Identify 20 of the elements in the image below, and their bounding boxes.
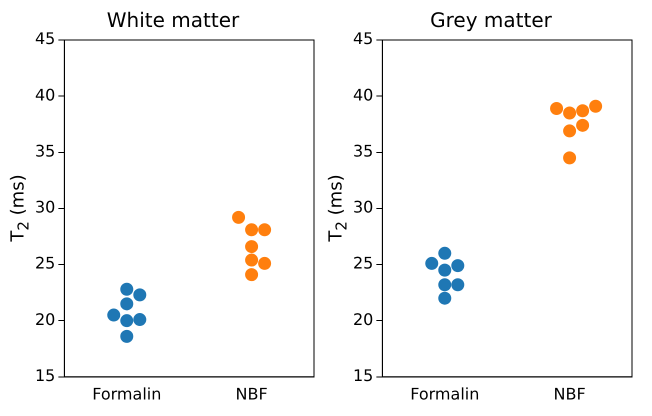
x-tick-label: Formalin (92, 384, 162, 404)
y-tick-label: 20 (353, 310, 374, 329)
y-tick-label: 25 (35, 254, 56, 273)
x-tick-label: Formalin (410, 384, 480, 404)
y-tick-label: 15 (35, 366, 56, 385)
y-tick-label: 30 (353, 198, 374, 217)
y-tick-label: 20 (35, 310, 56, 329)
chart-title: Grey matter (430, 8, 553, 32)
chart-title: White matter (106, 8, 240, 32)
y-tick-label: 35 (353, 141, 374, 160)
x-tick-label: NBF (554, 384, 586, 404)
x-tick-label: NBF (236, 384, 268, 404)
y-tick-label: 45 (35, 29, 56, 48)
y-tick-label: 45 (353, 29, 374, 48)
y-tick-label: 35 (35, 141, 56, 160)
y-tick-label: 40 (35, 85, 56, 104)
y-tick-label: 15 (353, 366, 374, 385)
y-tick-label: 30 (35, 198, 56, 217)
y-tick-label: 25 (353, 254, 374, 273)
y-tick-label: 40 (353, 85, 374, 104)
